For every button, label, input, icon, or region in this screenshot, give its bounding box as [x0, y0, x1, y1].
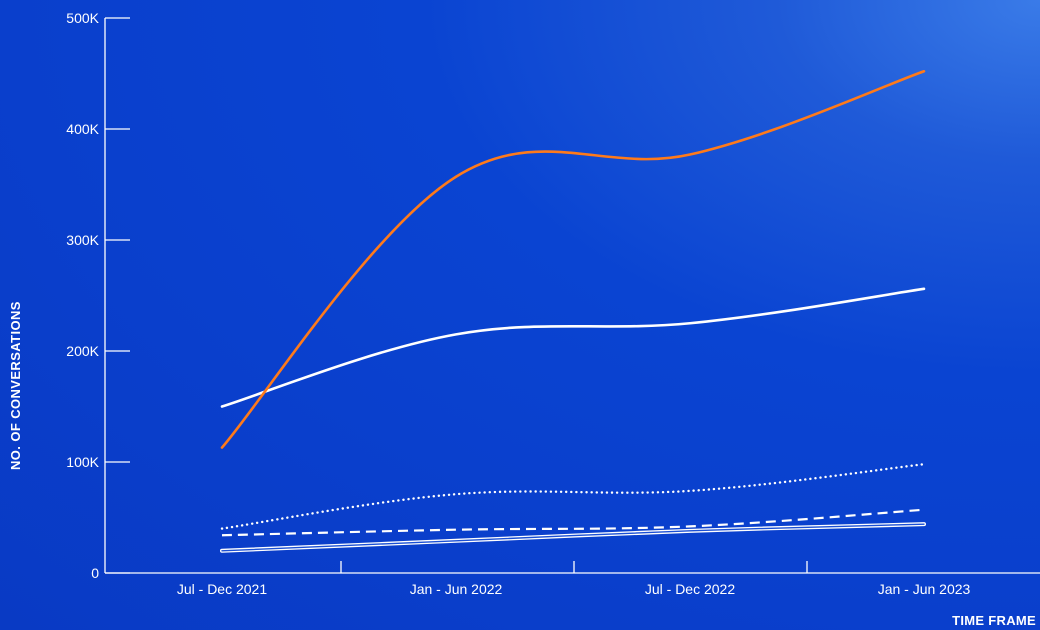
series-line-4-inner: [221, 523, 925, 552]
x-tick-label: Jul - Dec 2021: [177, 581, 267, 597]
y-tick-label: 400K: [66, 121, 99, 137]
series-line-3: [221, 508, 925, 537]
x-axis-label: TIME FRAME: [952, 613, 1036, 628]
y-tick-label: 100K: [66, 454, 99, 470]
y-tick-label: 200K: [66, 343, 99, 359]
y-tick-label: 500K: [66, 10, 99, 26]
y-axis-label: NO. OF CONVERSATIONS: [8, 301, 23, 470]
x-tick-label: Jan - Jun 2022: [410, 581, 503, 597]
y-tick-label: 0: [91, 565, 99, 581]
series-line-2: [220, 463, 926, 530]
x-tick-label: Jul - Dec 2022: [645, 581, 735, 597]
y-tick-label: 300K: [66, 232, 99, 248]
x-tick-label: Jan - Jun 2023: [878, 581, 971, 597]
series-line-0: [220, 69, 926, 449]
series-line-1: [220, 287, 926, 408]
